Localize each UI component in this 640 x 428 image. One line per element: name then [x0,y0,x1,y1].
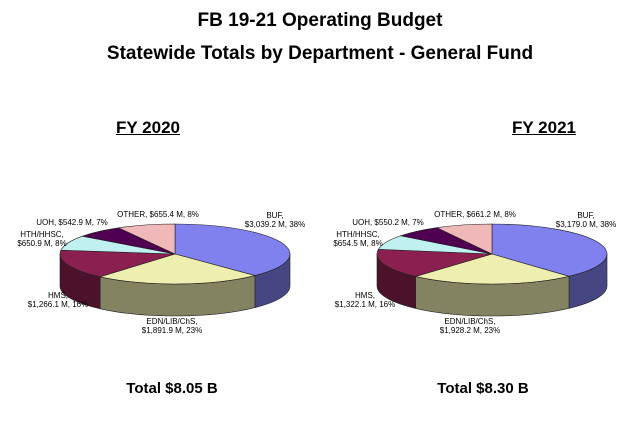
slice-label-hms: HMS, $1,266.1 M, 16% [28,291,88,309]
slice-label-hth-hhsc: HTH/HHSC, $654.5 M, 8% [333,230,382,248]
pie-sides [59,253,291,317]
slice-label-hms: HMS, $1,322.1 M, 16% [335,291,395,309]
slice-label-uoh: UOH, $550.2 M, 7% [352,218,424,227]
slice-label-buf: BUF, $3,179.0 M, 38% [556,211,616,229]
slice-label-other: OTHER, $655.4 M, 8% [117,210,199,219]
pie-slice-buf [174,223,291,276]
pie-slice-buf [491,223,608,277]
chart-title-fy2021: FY 2021 [512,118,576,137]
pie-slice-hms [376,248,493,277]
pie-chart-0: BUF, $3,039.2 M, 38% EDN/LIB/ChS, $1,891.9 … [17,210,305,335]
total-fy2020: Total $8.05 B [126,380,218,397]
page-subtitle: Statewide Totals by Department - General… [106,43,534,64]
slice-label-other: OTHER, $661.2 M, 8% [434,210,516,219]
slice-label-buf: BUF, $3,039.2 M, 38% [245,211,305,229]
pie-slice-edn-lib-chs [98,253,257,285]
slice-label-edn-lib-chs: EDN/LIB/ChS, $1,928.2 M, 23% [440,317,500,335]
pie-slice-edn-lib-chs [414,253,571,285]
pie-slice-other [117,223,176,255]
pie-sides [376,253,608,317]
pie-slice-hms [59,249,176,278]
slice-label-edn-lib-chs: EDN/LIB/ChS, $1,891.9 M, 23% [142,317,202,335]
slice-label-uoh: UOH, $542.9 M, 7% [36,218,108,227]
total-fy2021: Total $8.30 B [437,380,529,397]
pie-slice-other [435,223,493,255]
chart-title-fy2020: FY 2020 [116,118,180,137]
pie-chart-1: BUF, $3,179.0 M, 38% EDN/LIB/ChS, $1,928.2 … [333,210,616,335]
page-title: FB 19-21 Operating Budget [197,10,443,31]
slice-label-hth-hhsc: HTH/HHSC, $650.9 M, 8% [17,230,66,248]
